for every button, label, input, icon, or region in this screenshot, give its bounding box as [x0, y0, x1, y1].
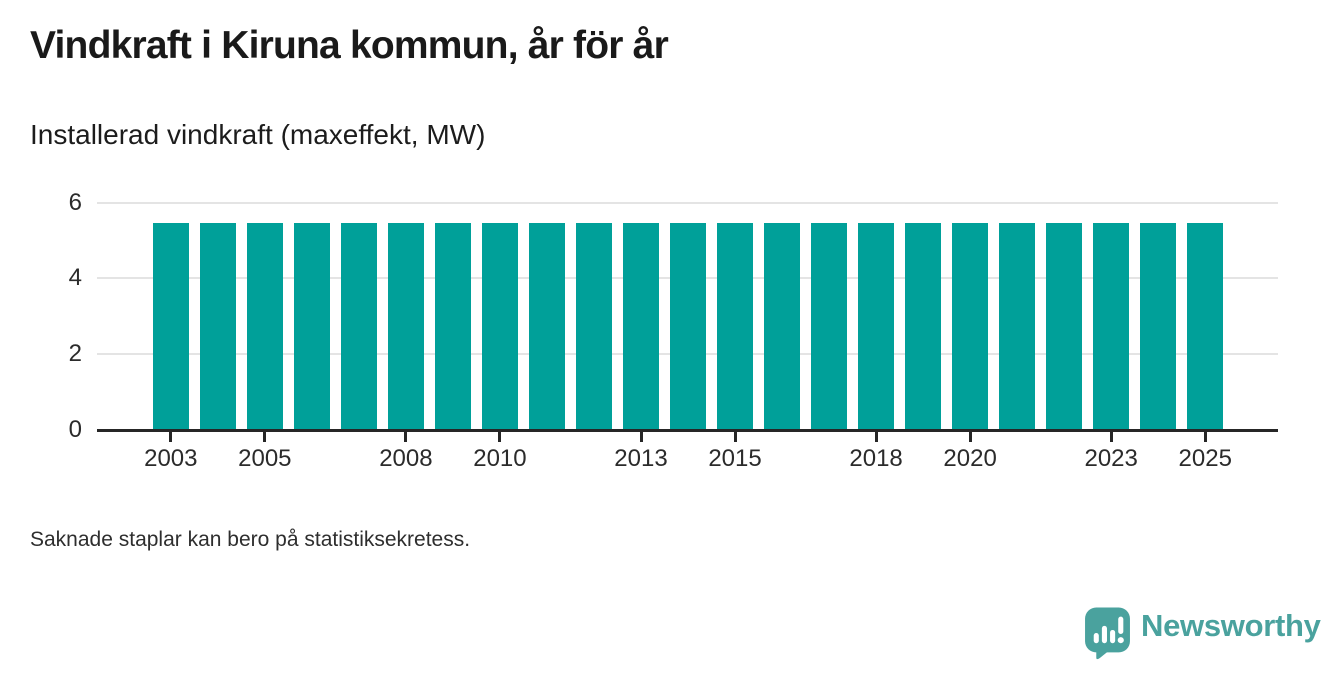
x-axis-line	[97, 428, 1278, 432]
bar-2003	[152, 223, 190, 430]
footnote: Saknade staplar kan bero på statistiksek…	[30, 528, 471, 551]
bar-2021	[998, 223, 1036, 430]
x-axis-tick-label: 2010	[473, 445, 527, 472]
bar-2006	[293, 223, 331, 430]
x-axis-tick-label: 2025	[1178, 445, 1232, 472]
bar-2011	[528, 223, 566, 430]
x-axis-tick-label: 2005	[238, 445, 292, 472]
bar-2025	[1186, 223, 1224, 430]
bar-2018	[857, 223, 895, 430]
x-axis-tick	[404, 432, 408, 442]
y-gridline	[97, 201, 1278, 204]
bar-2022	[1045, 223, 1083, 430]
bar-2005	[246, 223, 284, 430]
newsworthy-wordmark: Newsworthy	[1141, 608, 1321, 643]
bar-2020	[951, 223, 989, 430]
x-axis-tick-label: 2015	[708, 445, 762, 472]
x-axis-tick	[639, 432, 643, 442]
x-axis-tick-label: 2018	[849, 445, 903, 472]
y-axis-tick-label: 0	[68, 416, 82, 443]
x-axis-tick	[968, 432, 972, 442]
bar-2009	[434, 223, 472, 430]
bar-2012	[575, 223, 613, 430]
x-axis-tick	[1109, 432, 1113, 442]
bar-2023	[1092, 223, 1130, 430]
bar-2010	[481, 223, 519, 430]
bar-2024	[1139, 223, 1177, 430]
x-axis-tick	[733, 432, 737, 442]
x-axis-tick-label: 2003	[144, 445, 198, 472]
chart-title: Vindkraft i Kiruna kommun, år för år	[30, 24, 669, 67]
x-axis-tick	[263, 432, 267, 442]
chart-subtitle: Installerad vindkraft (maxeffekt, MW)	[30, 119, 486, 150]
newsworthy-speech-bubble-bar-chart-icon	[1085, 607, 1130, 660]
x-axis-tick	[874, 432, 878, 442]
bar-2008	[387, 223, 425, 430]
bar-2014	[669, 223, 707, 430]
x-axis-tick-label: 2013	[614, 445, 668, 472]
bar-2013	[622, 223, 660, 430]
y-axis-tick-label: 2	[68, 340, 82, 368]
bar-2017	[810, 223, 848, 430]
bar-2016	[763, 223, 801, 430]
x-axis-tick	[498, 432, 502, 442]
x-axis-tick-label: 2008	[379, 445, 433, 472]
bar-2007	[340, 223, 378, 430]
bar-2004	[199, 223, 237, 430]
y-axis-tick-label: 6	[68, 188, 82, 216]
x-axis-tick	[1203, 432, 1207, 442]
x-axis-tick-label: 2020	[943, 445, 997, 472]
bar-2015	[716, 223, 754, 430]
newsworthy-logo: Newsworthy	[1083, 605, 1321, 661]
x-axis-tick	[169, 432, 173, 442]
x-axis-tick-label: 2023	[1084, 445, 1138, 472]
y-axis-tick-label: 4	[68, 264, 82, 292]
bar-2019	[904, 223, 942, 430]
